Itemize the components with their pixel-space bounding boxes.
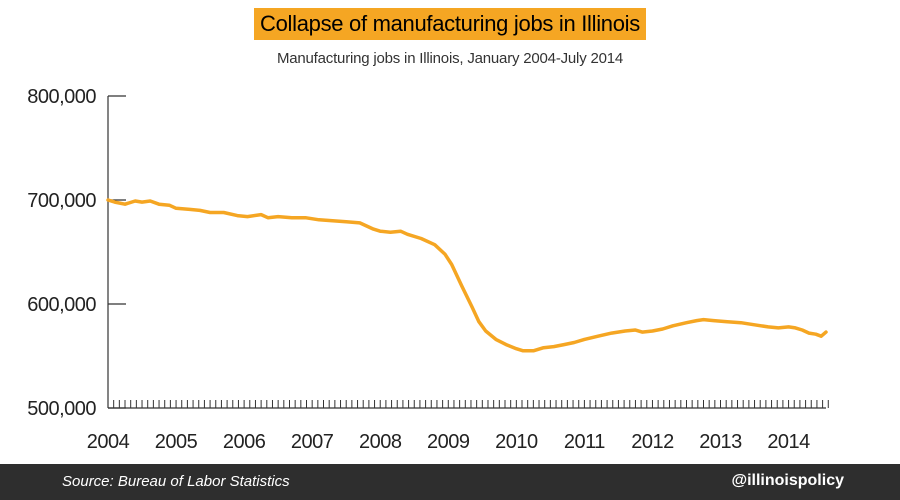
footer-bar: Source: Bureau of Labor Statistics @illi…	[0, 464, 900, 500]
series-line	[106, 198, 828, 353]
x-tick-label: 2009	[427, 431, 470, 453]
x-tick-label: 2014	[767, 431, 810, 453]
x-tick-label: 2008	[359, 431, 402, 453]
y-tick-label: 600,000	[27, 294, 96, 316]
y-tick-label: 700,000	[27, 190, 96, 212]
x-tick-label: 2005	[155, 431, 198, 453]
source-note: Source: Bureau of Labor Statistics	[62, 473, 290, 490]
chart-subtitle: Manufacturing jobs in Illinois, January …	[276, 50, 624, 67]
x-tick-label: 2010	[495, 431, 538, 453]
x-tick-label: 2013	[699, 431, 742, 453]
line-chart: 500,000 600,000 700,000 800,000 2004 2005 2006…	[27, 86, 829, 453]
y-tick-label: 500,000	[27, 398, 96, 420]
x-tick-label: 2011	[564, 431, 605, 453]
y-tick-label: 800,000	[27, 86, 96, 108]
plot-area	[106, 198, 828, 353]
x-tick-label: 2012	[631, 431, 674, 453]
x-tick-label: 2004	[87, 431, 130, 453]
social-handle: @illinoispolicy	[731, 472, 844, 489]
x-tick-label: 2007	[291, 431, 334, 453]
chart-axes: 500,000 600,000 700,000 800,000 2004 2005 2006…	[27, 86, 829, 453]
chart-title: Collapse of manufacturing jobs in Illino…	[254, 8, 646, 40]
x-tick-label: 2006	[223, 431, 266, 453]
